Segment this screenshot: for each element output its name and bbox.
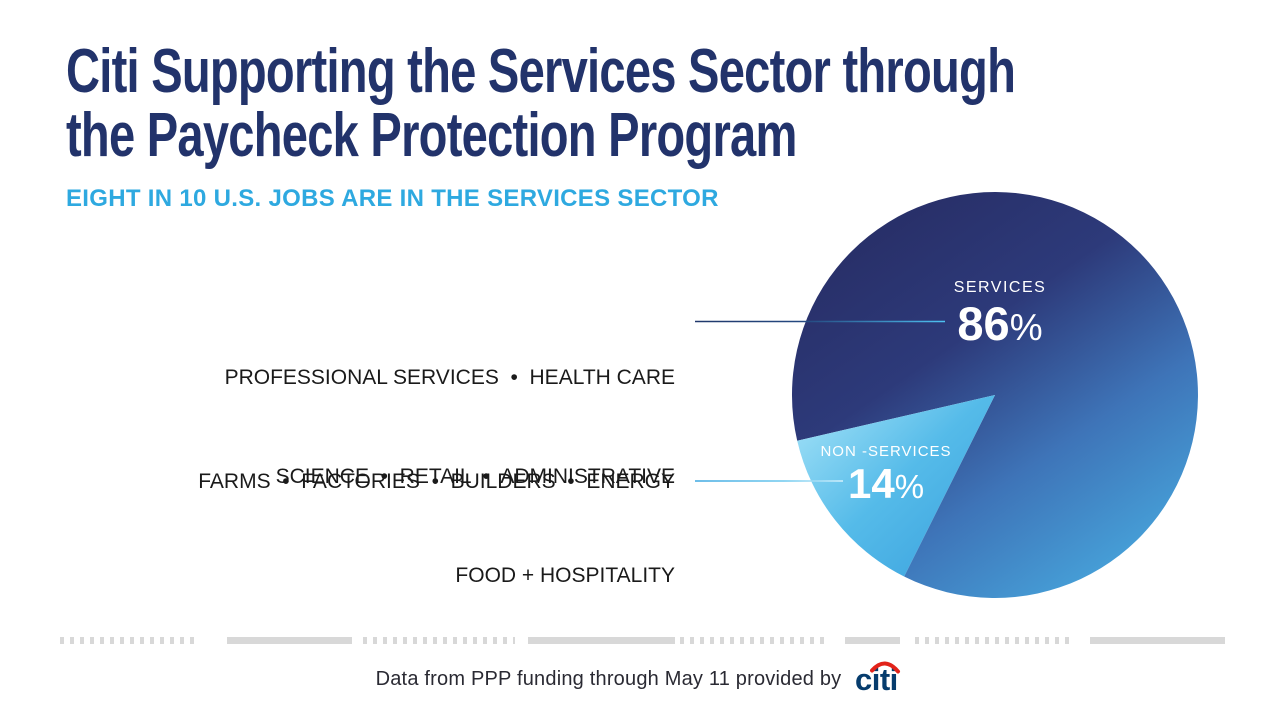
divider-bar-segment [1090,637,1225,644]
divider-ticks-segment [60,637,200,644]
pie-label-services-value: 86% [900,300,1100,347]
divider-bar-segment [845,637,900,644]
nonservices-percent-number: 14 [847,460,895,507]
pie-label-nonservices: NON -SERVICES 14% [786,443,986,505]
footer: Data from PPP funding through May 11 pro… [0,659,1280,699]
page-title-line1: Citi Supporting the Services Sector thro… [66,37,1016,106]
pie-label-nonservices-value: 14% [786,463,986,505]
decorative-dashed-divider [60,637,1225,644]
services-examples-line3: FOOD + HOSPITALITY [455,564,675,587]
services-percent-number: 86 [957,297,1010,350]
page-subtitle: EIGHT IN 10 U.S. JOBS ARE IN THE SERVICE… [66,185,719,212]
services-examples-list: PROFESSIONAL SERVICES • HEALTH CARE SCIE… [225,295,675,658]
pie-slice-services [791,191,1198,598]
divider-ticks-segment [363,637,515,644]
divider-bar-segment [528,637,675,644]
page-title: Citi Supporting the Services Sector thro… [66,37,1016,170]
divider-bar-segment [227,637,352,644]
divider-ticks-segment [915,637,1075,644]
pie-slice-nonservices [797,395,995,577]
citi-logo-icon: citi [855,661,901,697]
nonservices-percent-sign: % [894,468,925,505]
non-services-examples-list: FARMS • FACTORIES • BUILDERS • ENERGY [198,470,675,493]
pie-label-services: SERVICES 86% [900,279,1100,347]
pie-label-nonservices-name: NON -SERVICES [820,443,952,460]
divider-ticks-segment [680,637,830,644]
footer-attribution-text: Data from PPP funding through May 11 pro… [375,667,842,690]
pie-label-services-name: SERVICES [953,279,1047,296]
services-examples-line1: PROFESSIONAL SERVICES • HEALTH CARE [224,366,675,389]
services-percent-sign: % [1009,307,1043,348]
services-examples-line2: SCIENCE • RETAIL • ADMINISTRATIVE [275,465,675,488]
pie-slices [791,191,1198,598]
citi-logo-arc-icon [870,661,901,674]
page-title-line2: the Paycheck Protection Program [66,101,797,170]
